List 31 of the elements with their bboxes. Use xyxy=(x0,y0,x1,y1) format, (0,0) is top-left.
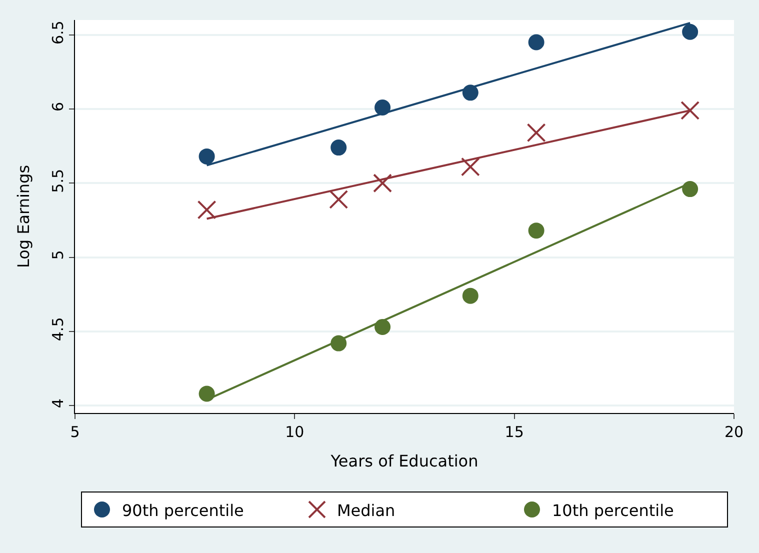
point xyxy=(373,174,392,193)
y-tick-label: 4.5 xyxy=(49,317,67,342)
y-tick-label: 4 xyxy=(49,398,67,408)
point xyxy=(682,181,698,198)
legend-label: 10th percentile xyxy=(552,500,674,520)
y-tick-label: 5.5 xyxy=(49,168,67,193)
y-tick-label: 5 xyxy=(49,250,67,260)
x-tick-label: 5 xyxy=(70,423,80,441)
x-tick-label: 20 xyxy=(724,423,744,441)
point xyxy=(198,148,215,164)
point xyxy=(330,140,347,156)
legend-label: 90th percentile xyxy=(122,500,244,520)
point xyxy=(680,100,700,120)
point xyxy=(197,200,216,220)
point xyxy=(682,24,698,40)
point xyxy=(526,123,546,142)
point xyxy=(329,190,348,209)
point xyxy=(460,157,480,176)
point xyxy=(198,386,215,402)
point xyxy=(528,34,544,50)
y-tick-label: 6 xyxy=(49,102,67,112)
x-tick-label: 15 xyxy=(504,423,524,441)
legend-label: Median xyxy=(337,500,396,520)
point xyxy=(528,222,544,239)
x-axis-title: Years of Education xyxy=(330,452,478,471)
y-axis-title: Log Earnings xyxy=(14,164,33,268)
x-tick-label: 10 xyxy=(285,423,304,441)
point xyxy=(374,100,391,116)
point xyxy=(374,318,391,335)
point xyxy=(462,288,478,304)
y-tick-label: 6.5 xyxy=(49,20,67,45)
